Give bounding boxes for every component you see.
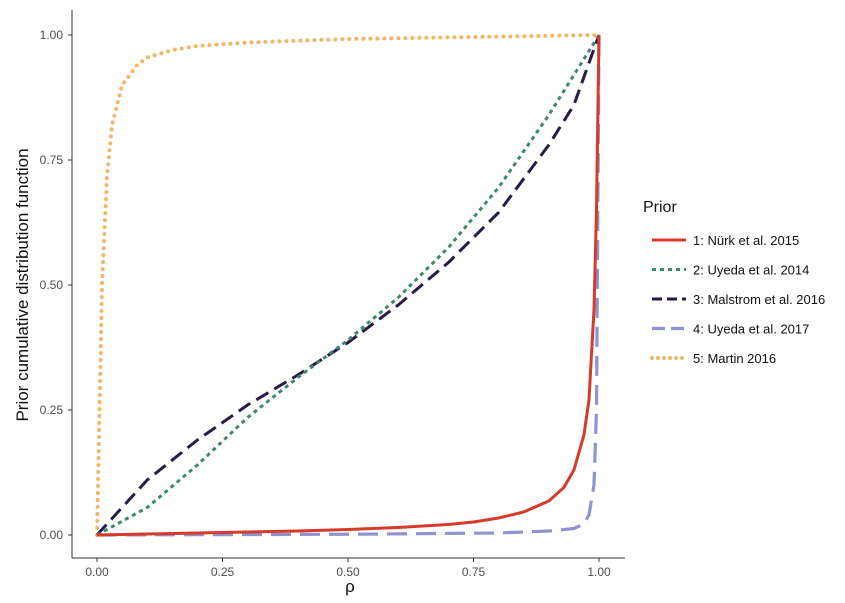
legend-label-3: 3: Malstrom et al. 2016 (693, 292, 825, 307)
x-axis-title: ρ (345, 577, 355, 596)
x-tick-label: 0.25 (211, 565, 235, 579)
x-tick-label: 1.00 (587, 565, 611, 579)
legend-label-4: 4: Uyeda et al. 2017 (693, 322, 809, 337)
legend-title: Prior (643, 199, 677, 216)
y-axis-title: Prior cumulative distribution function (13, 148, 32, 421)
y-tick-label: 0.25 (40, 403, 64, 417)
legend: Prior 1: Nürk et al. 2015 2: Uyeda et al.… (643, 199, 825, 366)
series-line-5 (95, 33, 601, 537)
y-tick-label: 0.75 (40, 153, 64, 167)
series-line-4 (96, 34, 601, 537)
x-tick-label: 0.00 (85, 565, 109, 579)
y-tick-label: 0.00 (40, 528, 64, 542)
plot-area (95, 33, 601, 537)
y-tick-label: 0.50 (40, 278, 64, 292)
legend-label-2: 2: Uyeda et al. 2014 (693, 263, 809, 278)
y-tick-label: 1.00 (40, 28, 64, 42)
x-tick-label: 0.75 (462, 565, 486, 579)
x-tick-label: 0.50 (336, 565, 360, 579)
y-ticks: 0.00 0.25 0.50 0.75 1.00 (40, 28, 72, 542)
series-line-3 (95, 34, 601, 537)
legend-label-5: 5: Martin 2016 (693, 351, 776, 366)
series-line-2 (96, 34, 601, 537)
x-ticks: 0.00 0.25 0.50 0.75 1.00 (85, 558, 611, 579)
axes (71, 10, 625, 559)
series-line-1 (96, 34, 601, 537)
legend-label-1: 1: Nürk et al. 2015 (693, 233, 799, 248)
